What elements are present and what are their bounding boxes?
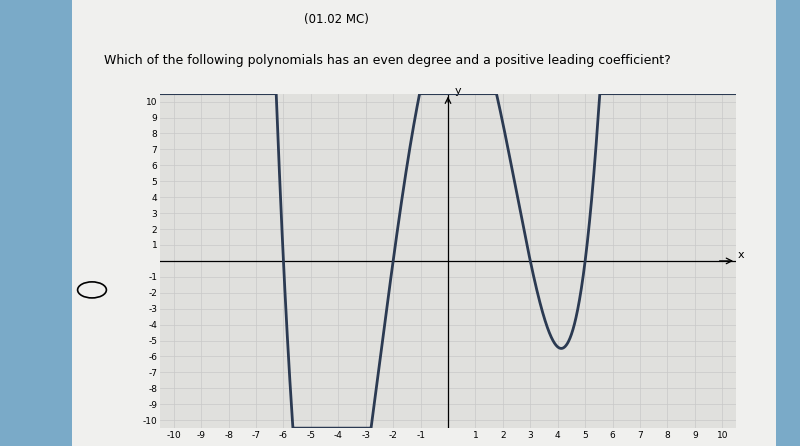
Text: y: y — [455, 87, 462, 96]
Text: x: x — [738, 250, 744, 260]
Text: (01.02 MC): (01.02 MC) — [304, 13, 369, 26]
Text: Which of the following polynomials has an even degree and a positive leading coe: Which of the following polynomials has a… — [104, 54, 670, 66]
